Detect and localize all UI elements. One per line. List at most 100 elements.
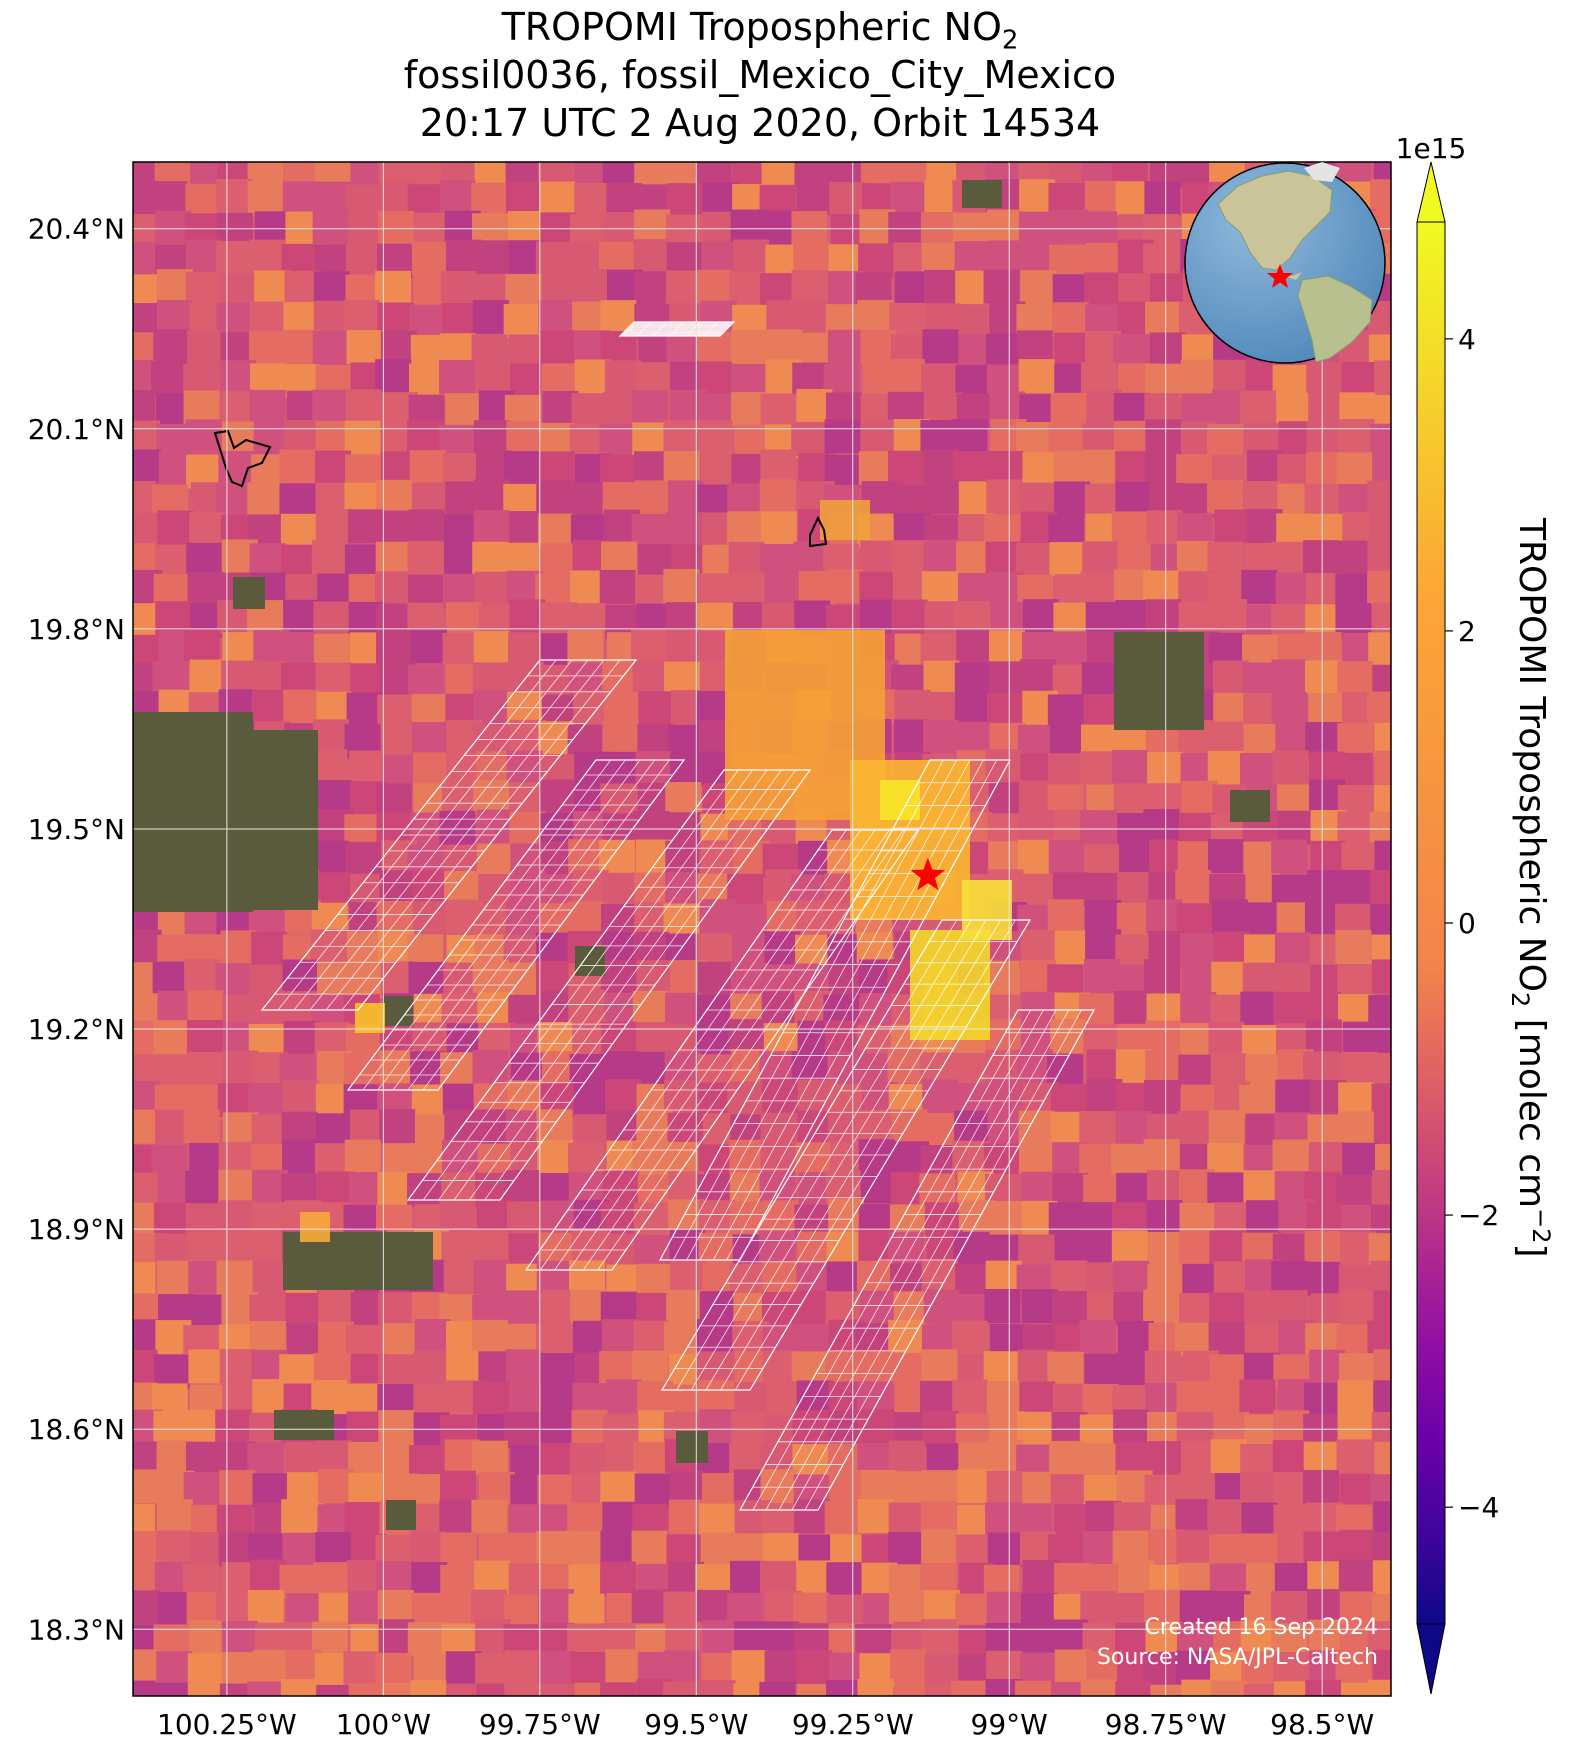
no2-pixel <box>445 602 482 637</box>
no2-pixel <box>1020 270 1057 305</box>
no2-pixel <box>1310 1293 1347 1328</box>
no2-pixel <box>634 271 671 306</box>
no2-pixel <box>375 359 412 394</box>
no2-pixel <box>761 1291 798 1326</box>
no2-pixel <box>442 452 479 487</box>
no2-pixel <box>637 1381 674 1416</box>
no2-pixel <box>247 162 284 186</box>
no2-pixel <box>699 899 736 934</box>
no2-pixel <box>791 301 828 336</box>
no2-pixel <box>189 512 226 547</box>
no2-pixel <box>183 1109 220 1144</box>
no2-pixel <box>247 1589 284 1624</box>
no2-pixel <box>222 632 259 667</box>
no2-pixel <box>599 1351 636 1386</box>
no2-pixel <box>922 329 959 364</box>
no2-pixel <box>858 1350 895 1385</box>
no2-pixel <box>344 1139 381 1174</box>
no2-pixel <box>186 1019 223 1054</box>
no2-pixel <box>1181 1679 1218 1696</box>
no2-pixel <box>251 931 288 966</box>
no2-pixel <box>860 162 897 184</box>
no2-pixel <box>826 1562 863 1597</box>
no2-pixel <box>1020 659 1057 694</box>
no2-pixel <box>1307 1589 1344 1624</box>
no2-pixel <box>537 1139 574 1174</box>
no2-pixel <box>1175 1650 1212 1685</box>
latitude-axis: 20.4°N 20.1°N 19.8°N 19.5°N 19.2°N 18.9°N 18.6… <box>28 213 125 1647</box>
no2-pixel <box>569 1260 606 1295</box>
no2-pixel <box>375 571 412 606</box>
no2-pixel <box>696 420 733 455</box>
no2-pixel <box>631 390 668 425</box>
no2-pixel <box>569 1442 606 1477</box>
no2-pixel <box>314 1022 351 1057</box>
no2-pixel <box>348 964 385 999</box>
no2-pixel <box>509 1383 546 1418</box>
no2-pixel <box>699 1503 736 1538</box>
no2-pixel <box>1054 930 1091 965</box>
no2-pixel <box>535 960 572 995</box>
no2-pixel <box>133 180 156 215</box>
no2-pixel <box>988 661 1025 696</box>
lon-tick-label: 99.25°W <box>792 1708 914 1741</box>
no2-pixel <box>1050 1019 1087 1054</box>
no2-pixel <box>1147 751 1184 786</box>
no2-pixel <box>280 1679 317 1696</box>
no2-pixel <box>1308 1619 1345 1654</box>
no2-pixel <box>696 269 733 304</box>
no2-pixel <box>221 1652 258 1687</box>
no2-pixel <box>1113 1502 1150 1537</box>
no2-pixel <box>347 509 384 544</box>
no2-pixel <box>187 1231 224 1266</box>
no2-pixel <box>1053 481 1090 516</box>
no2-pixel <box>156 1530 193 1565</box>
no2-pixel <box>986 1470 1023 1505</box>
no2-pixel <box>1178 1231 1215 1266</box>
no2-pixel <box>571 1409 608 1444</box>
no2-pixel <box>1145 451 1182 486</box>
no2-pixel <box>439 180 476 215</box>
no2-pixel <box>1271 1260 1308 1295</box>
no2-pixel <box>189 1620 226 1655</box>
no2-pixel <box>986 1591 1023 1626</box>
no2-pixel <box>1271 839 1308 874</box>
no2-pixel <box>439 1470 476 1505</box>
no2-pixel <box>571 393 608 428</box>
no2-pixel <box>824 1500 861 1535</box>
no2-pixel <box>414 1319 451 1354</box>
no2-pixel <box>250 660 287 695</box>
no2-pixel <box>1144 1474 1181 1509</box>
colorbar-extend-max <box>1416 161 1446 223</box>
no2-pixel <box>346 330 383 365</box>
no2-pixel <box>1048 839 1085 874</box>
no2-pixel <box>154 162 191 187</box>
no2-pixel <box>894 1683 931 1696</box>
no2-pixel <box>311 1380 348 1415</box>
no2-pixel <box>133 390 156 425</box>
no2-pixel <box>185 239 222 274</box>
no2-pixel <box>1016 330 1053 365</box>
no2-pixel <box>1047 694 1084 729</box>
no2-pixel <box>1211 599 1248 634</box>
no2-pixel <box>1018 1110 1055 1145</box>
no2-pixel <box>954 692 991 727</box>
plume-pixel <box>300 1212 330 1242</box>
no2-pixel <box>1112 1530 1149 1565</box>
lat-tick-label: 18.9°N <box>28 1213 125 1246</box>
no2-pixel <box>254 270 291 305</box>
no2-pixel <box>442 1139 479 1174</box>
no2-pixel <box>889 181 926 216</box>
no2-pixel <box>1146 510 1183 545</box>
no2-pixel <box>539 181 576 216</box>
no2-pixel <box>698 1380 735 1415</box>
no2-pixel <box>1271 1290 1308 1325</box>
no2-pixel <box>858 1409 895 1444</box>
no2-pixel <box>600 1682 637 1696</box>
no2-pixel <box>695 162 732 184</box>
no2-pixel <box>474 1560 511 1595</box>
no2-pixel <box>1144 181 1181 216</box>
no2-pixel <box>1339 1591 1376 1626</box>
no2-pixel <box>1178 602 1215 637</box>
no2-pixel <box>133 603 161 638</box>
